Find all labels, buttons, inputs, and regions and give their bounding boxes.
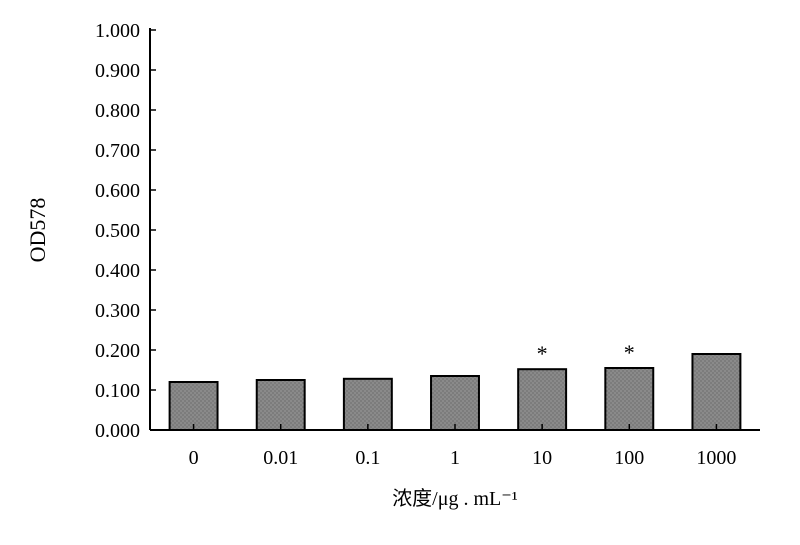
chart-svg: 0.000 0.100 0.200 0.300 0.400 0.500 0.600 0.700… — [0, 0, 800, 545]
x-tick-label: 0.01 — [263, 447, 298, 469]
y-tick-label: 0.800 — [95, 100, 140, 122]
y-tick-label: 0.200 — [95, 340, 140, 362]
y-tick-label: 0.100 — [95, 380, 140, 402]
significance-star: * — [537, 341, 548, 366]
y-tick-label: 0.700 — [95, 140, 140, 162]
y-tick-label: 0.000 — [95, 420, 140, 442]
y-tick-label: 0.500 — [95, 220, 140, 242]
bar — [692, 354, 740, 430]
x-tick-label: 0 — [189, 447, 199, 469]
x-tick-label: 1 — [450, 447, 460, 469]
bar — [257, 380, 305, 430]
y-tick-label: 0.400 — [95, 260, 140, 282]
bar — [431, 376, 479, 430]
y-tick-label: 0.600 — [95, 180, 140, 202]
x-tick-label: 0.1 — [355, 447, 380, 469]
y-tick-label: 0.900 — [95, 60, 140, 82]
y-tick-label: 0.300 — [95, 300, 140, 322]
bar — [344, 379, 392, 430]
bar — [605, 368, 653, 430]
x-axis-label: 浓度/μg . mL⁻¹ — [392, 487, 518, 510]
y-tick-label: 1.000 — [95, 20, 140, 42]
y-axis-label: OD578 — [25, 198, 50, 263]
bar-chart: 0.000 0.100 0.200 0.300 0.400 0.500 0.600 0.700… — [0, 0, 800, 545]
bar — [518, 369, 566, 430]
x-tick-label: 1000 — [696, 447, 736, 469]
x-tick-label: 10 — [532, 447, 552, 469]
bar — [170, 382, 218, 430]
x-tick-label: 100 — [614, 447, 644, 469]
significance-star: * — [624, 340, 635, 365]
